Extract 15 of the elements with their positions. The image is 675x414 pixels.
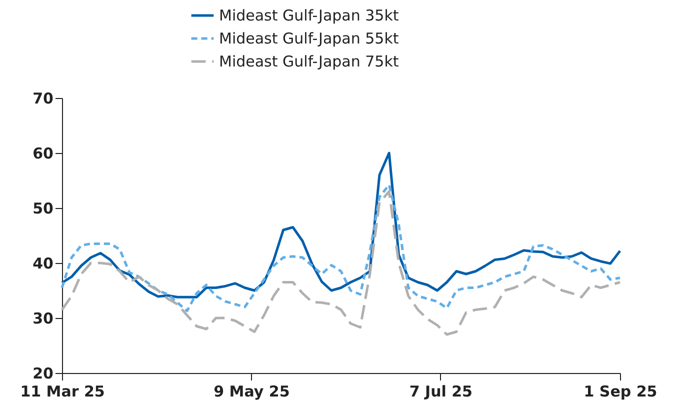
legend-label: Mideast Gulf-Japan 75kt [219, 52, 399, 70]
x-tick-label: 1 Sep 25 [584, 382, 658, 400]
line-series [60, 184, 622, 312]
y-tick-label: 50 [32, 200, 54, 218]
x-tick-label: 7 Jul 25 [409, 382, 472, 400]
y-tick-label: 40 [32, 254, 54, 272]
x-tick-label: 9 May 25 [214, 382, 290, 400]
legend-label: Mideast Gulf-Japan 55kt [219, 30, 399, 48]
y-tick-label: 60 [32, 144, 54, 162]
legend-label: Mideast Gulf-Japan 35kt [219, 6, 399, 24]
x-tick-label: 11 Mar 25 [20, 382, 105, 400]
y-tick-label: 30 [32, 310, 54, 328]
line-series [60, 190, 622, 336]
y-tick-label: 70 [32, 90, 54, 108]
y-tick-label: 20 [32, 364, 54, 382]
